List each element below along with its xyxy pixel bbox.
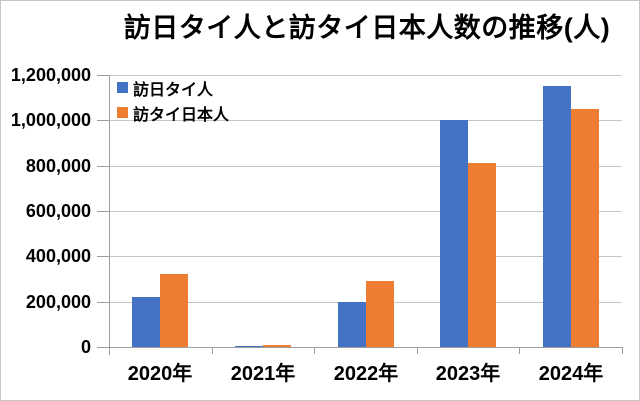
y-axis-label: 0 xyxy=(80,337,91,357)
legend-label: 訪タイ日本人 xyxy=(133,106,230,124)
x-axis-tick xyxy=(109,347,110,354)
bar-orange xyxy=(366,281,394,347)
y-axis-label: 400,000 xyxy=(25,246,91,266)
bar-blue xyxy=(235,346,263,347)
y-gridline xyxy=(109,256,622,257)
legend: 訪日タイ人 訪タイ日本人 xyxy=(117,76,229,124)
legend-swatch-blue-icon xyxy=(117,82,128,93)
legend-swatch-orange-icon xyxy=(117,107,128,118)
y-axis-label: 1,000,000 xyxy=(10,110,91,130)
legend-item-visitors-to-japan: 訪日タイ人 xyxy=(117,76,229,99)
x-axis-label: 2021年 xyxy=(230,363,296,385)
chart-title: 訪日タイ人と訪タイ日本人数の推移(人) xyxy=(123,13,611,43)
y-axis-tick xyxy=(97,211,109,212)
y-gridline xyxy=(109,166,622,167)
y-axis-tick xyxy=(97,120,109,121)
y-axis-tick xyxy=(97,166,109,167)
bar-blue xyxy=(338,302,366,347)
y-axis-label: 600,000 xyxy=(25,201,91,221)
x-axis-tick xyxy=(519,347,520,354)
bar-orange xyxy=(263,345,291,347)
x-axis-label: 2024年 xyxy=(538,363,604,385)
x-axis-tick xyxy=(622,347,623,354)
y-axis-label: 1,200,000 xyxy=(10,65,91,85)
x-axis-label: 2020年 xyxy=(127,363,193,385)
legend-item-visitors-to-thailand: 訪タイ日本人 xyxy=(117,101,229,124)
legend-label: 訪日タイ人 xyxy=(133,81,214,99)
x-axis-line xyxy=(109,347,622,348)
y-gridline xyxy=(109,120,622,121)
bar-blue xyxy=(543,86,571,347)
y-axis-label: 800,000 xyxy=(25,156,91,176)
x-axis-label: 2022年 xyxy=(333,363,399,385)
x-axis-label: 2023年 xyxy=(435,363,501,385)
bar-orange xyxy=(160,274,188,347)
y-gridline xyxy=(109,75,622,76)
y-axis-tick xyxy=(97,347,109,348)
y-axis-tick xyxy=(97,302,109,303)
y-gridline xyxy=(109,211,622,212)
x-axis-tick xyxy=(314,347,315,354)
x-axis-tick xyxy=(417,347,418,354)
bar-blue xyxy=(440,120,468,347)
y-axis-label: 200,000 xyxy=(25,292,91,312)
y-axis-tick xyxy=(97,75,109,76)
bar-blue xyxy=(132,297,160,347)
x-axis-tick xyxy=(212,347,213,354)
y-axis-line xyxy=(109,75,110,355)
bar-orange xyxy=(571,109,599,347)
bar-orange xyxy=(468,163,496,347)
y-axis-tick xyxy=(97,256,109,257)
